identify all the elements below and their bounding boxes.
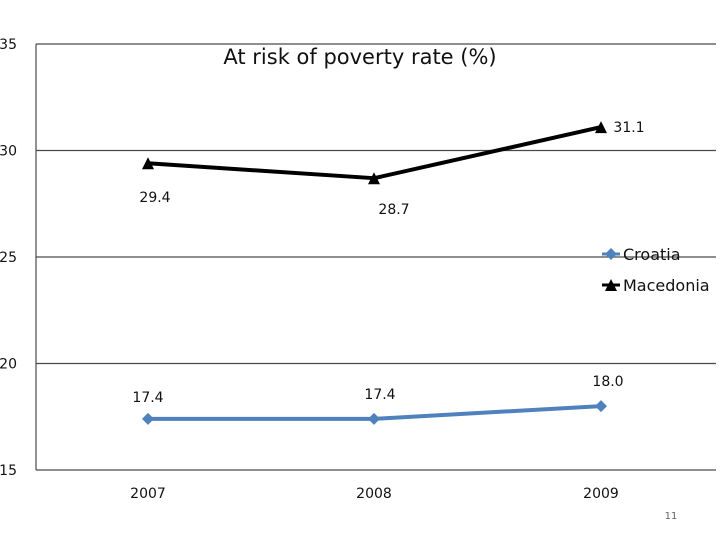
y-tick-label: 20: [0, 357, 17, 373]
x-tick-labels: 2007 2008 2009: [130, 486, 619, 502]
x-tick-label: 2008: [356, 486, 392, 502]
series-group: 17.4 17.4 18.0 29.4 28.7 31.1: [132, 120, 645, 425]
data-label-croatia: 18.0: [592, 374, 623, 390]
page-number: 11: [665, 511, 678, 522]
x-tick-label: 2009: [583, 486, 619, 502]
data-point-croatia: [595, 400, 607, 413]
legend-label-croatia: Croatia: [623, 245, 681, 264]
data-label-macedonia: 31.1: [613, 120, 644, 136]
legend-marker-macedonia: [605, 279, 617, 291]
legend-label-macedonia: Macedonia: [623, 276, 710, 295]
chart-title: At risk of poverty rate (%): [223, 45, 496, 69]
data-label-croatia: 17.4: [364, 387, 395, 403]
legend-marker-croatia: [605, 248, 617, 260]
data-point-macedonia: [368, 172, 380, 185]
data-label-croatia: 17.4: [132, 390, 163, 406]
axes: [35, 44, 716, 471]
grid-lines: [36, 43, 716, 365]
data-point-macedonia: [595, 121, 607, 134]
y-tick-label: 35: [0, 37, 17, 53]
data-label-macedonia: 29.4: [139, 190, 170, 206]
data-point-croatia: [368, 412, 380, 425]
y-tick-labels: 15 20 25 30 35: [0, 37, 17, 479]
y-tick-label: 25: [0, 250, 17, 266]
legend: Croatia Macedonia: [602, 245, 710, 295]
y-tick-label: 15: [0, 463, 17, 479]
data-point-croatia: [142, 412, 154, 425]
x-tick-label: 2007: [130, 486, 166, 502]
data-point-macedonia: [142, 157, 154, 170]
series-line-macedonia: [147, 125, 602, 181]
data-label-macedonia: 28.7: [378, 202, 409, 218]
y-tick-label: 30: [0, 144, 17, 160]
